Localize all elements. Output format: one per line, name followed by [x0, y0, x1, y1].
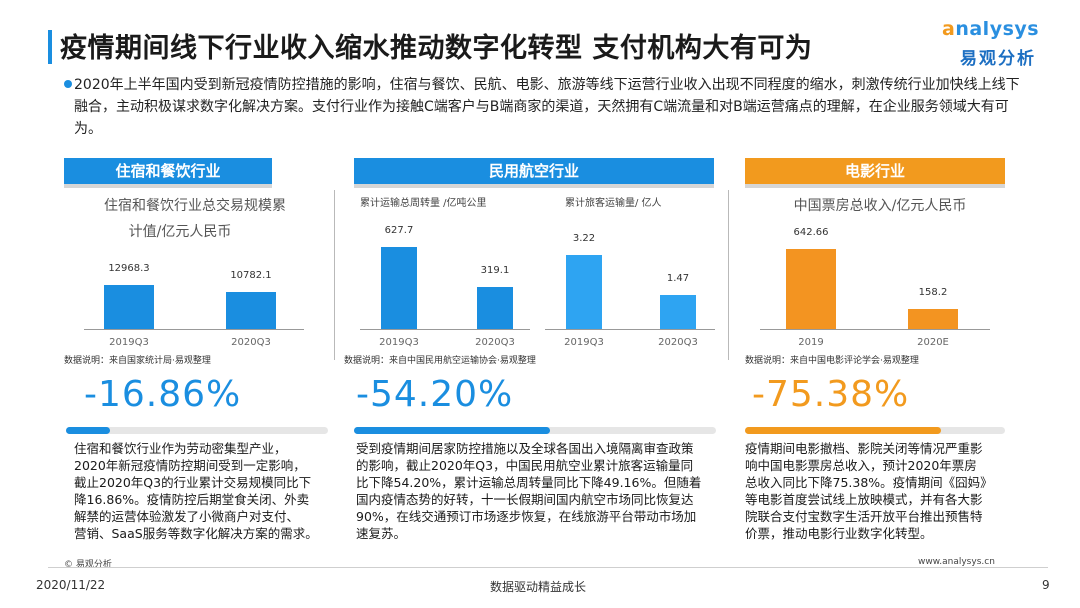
x-tick-label: 2020Q3: [658, 337, 698, 348]
description-line: 营销、SaaS服务等数字化解决方案的需求。: [74, 526, 318, 541]
chart-baseline: [84, 329, 304, 330]
section-header-shadow: [354, 184, 714, 188]
hotel-source-note: 数据说明：来自国家统计局·易观整理: [64, 356, 211, 366]
bar-value-label: 642.66: [793, 227, 829, 238]
description-line: 的影响，截止2020年Q3，中国民用航空业累计旅客运输量同: [356, 458, 694, 473]
aviation-source-note: 数据说明：来自中国民用航空运输协会·易观整理: [344, 356, 536, 366]
section-header-shadow: [64, 184, 272, 188]
logo-cn-text: 易观分析: [960, 49, 1036, 69]
website-text: www.analysys.cn: [918, 557, 995, 567]
aviation-decline-percent: -54.20%: [356, 374, 514, 415]
description-line: 院联合支付宝数字生活开放平台推出预售特: [745, 509, 983, 524]
bar-value-label: 12968.3: [108, 263, 150, 274]
description-line: 国内疫情态势的好转，十一长假期间国内航空市场同比恢复达: [356, 492, 694, 507]
description-line: 响中国电影票房总收入，预计2020年票房: [745, 458, 977, 473]
x-tick-label: 2020Q3: [231, 337, 271, 348]
chart-bar: [566, 255, 602, 329]
section-header-movie: 电影行业: [745, 158, 1005, 184]
description-line: 截止2020年Q3的行业累计交易规模同比下: [74, 475, 312, 490]
description-line: 速复苏。: [356, 526, 407, 541]
description-line: 等电影首度尝试线上放映模式，并有各大影: [745, 492, 983, 507]
movie-progress-fill: [745, 427, 941, 434]
chart-bar: [908, 309, 958, 329]
description-line: 解禁的运营体验激发了小微商户对支付、: [74, 509, 300, 524]
section-header-aviation: 民用航空行业: [354, 158, 714, 184]
chart-bar: [381, 247, 417, 329]
movie-description: 疫情期间电影撤档、影院关闭等情况严重影 响中国电影票房总收入，预计2020年票房总…: [745, 440, 1015, 542]
page-title: 疫情期间线下行业收入缩水推动数字化转型 支付机构大有可为: [60, 33, 813, 64]
chart-bar: [226, 292, 276, 329]
section-header-hotel: 住宿和餐饮行业: [64, 158, 272, 184]
bar-value-label: 319.1: [480, 265, 510, 276]
aviation-right-label: 累计旅客运输量/ 亿人: [565, 198, 662, 209]
aviation-progress-fill: [354, 427, 550, 434]
bullet-icon: [64, 80, 72, 88]
hotel-progress-track: [66, 427, 328, 434]
bar-value-label: 158.2: [918, 287, 948, 298]
chart-bar: [660, 295, 696, 329]
description-line: 比下降54.20%，累计运输总周转量同比下降49.16%。但随着: [356, 475, 702, 490]
description-line: 疫情期间电影撤档、影院关闭等情况严重影: [745, 441, 983, 456]
description-line: 总收入同比下降75.38%。疫情期间《囧妈》: [745, 475, 993, 490]
x-tick-label: 2020Q3: [475, 337, 515, 348]
intro-paragraph: 2020年上半年国内受到新冠疫情防控措施的影响，住宿与餐饮、民航、电影、旅游等线…: [74, 77, 1020, 137]
hotel-chart-subtitle-line2: 计值/亿元人民币: [128, 224, 232, 240]
chart-bar: [104, 285, 154, 329]
chart-baseline: [760, 329, 990, 330]
column-divider: [728, 190, 729, 360]
page-number: 9: [1042, 578, 1050, 592]
aviation-description: 受到疫情期间居家防控措施以及全球各国出入境隔离审查政策 的影响，截止2020年Q3…: [356, 440, 722, 542]
column-divider: [334, 190, 335, 360]
description-line: 住宿和餐饮行业作为劳动密集型产业，: [74, 441, 287, 456]
description-line: 2020年新冠疫情防控期间受到一定影响，: [74, 458, 306, 473]
footer-slogan: 数据驱动精益成长: [490, 580, 587, 594]
hotel-chart-subtitle-line1: 住宿和餐饮行业总交易规模累: [104, 198, 286, 214]
footer-date: 2020/11/22: [36, 578, 106, 592]
logo-wordmark: analysys: [942, 18, 1040, 40]
footer-divider: [48, 567, 1048, 568]
movie-source-note: 数据说明：来自中国电影评论学会·易观整理: [745, 356, 919, 366]
movie-decline-percent: -75.38%: [752, 374, 910, 415]
hotel-progress-fill: [66, 427, 110, 434]
bar-value-label: 627.7: [384, 225, 414, 236]
x-tick-label: 2020E: [917, 337, 949, 348]
hotel-description: 住宿和餐饮行业作为劳动密集型产业， 2020年新冠疫情防控期间受到一定影响， 截止2…: [74, 440, 332, 542]
x-tick-label: 2019: [798, 337, 824, 348]
aviation-left-label: 累计运输总周转量 /亿吨公里: [360, 198, 487, 209]
description-line: 90%，在线交通预订市场逐步恢复，在线旅游平台带动市场加: [356, 509, 697, 524]
title-accent-bar: [48, 30, 52, 64]
description-line: 降16.86%。疫情防控后期堂食关闭、外卖: [74, 492, 310, 507]
chart-bar: [477, 287, 513, 329]
x-tick-label: 2019Q3: [109, 337, 149, 348]
bar-value-label: 3.22: [572, 233, 596, 244]
bar-value-label: 1.47: [666, 273, 690, 284]
chart-baseline: [545, 329, 715, 330]
description-line: 价票，推动电影行业数字化转型。: [745, 526, 933, 541]
x-tick-label: 2019Q3: [564, 337, 604, 348]
chart-bar: [786, 249, 836, 329]
x-tick-label: 2019Q3: [379, 337, 419, 348]
chart-baseline: [360, 329, 530, 330]
description-line: 受到疫情期间居家防控措施以及全球各国出入境隔离审查政策: [356, 441, 694, 456]
hotel-decline-percent: -16.86%: [84, 374, 242, 415]
analysys-logo: analysys 易观分析: [942, 18, 1062, 70]
section-header-shadow: [745, 184, 1005, 188]
movie-chart-subtitle: 中国票房总收入/亿元人民币: [793, 198, 967, 214]
bar-value-label: 10782.1: [230, 270, 272, 281]
copyright-text: © 易观分析: [64, 560, 112, 570]
